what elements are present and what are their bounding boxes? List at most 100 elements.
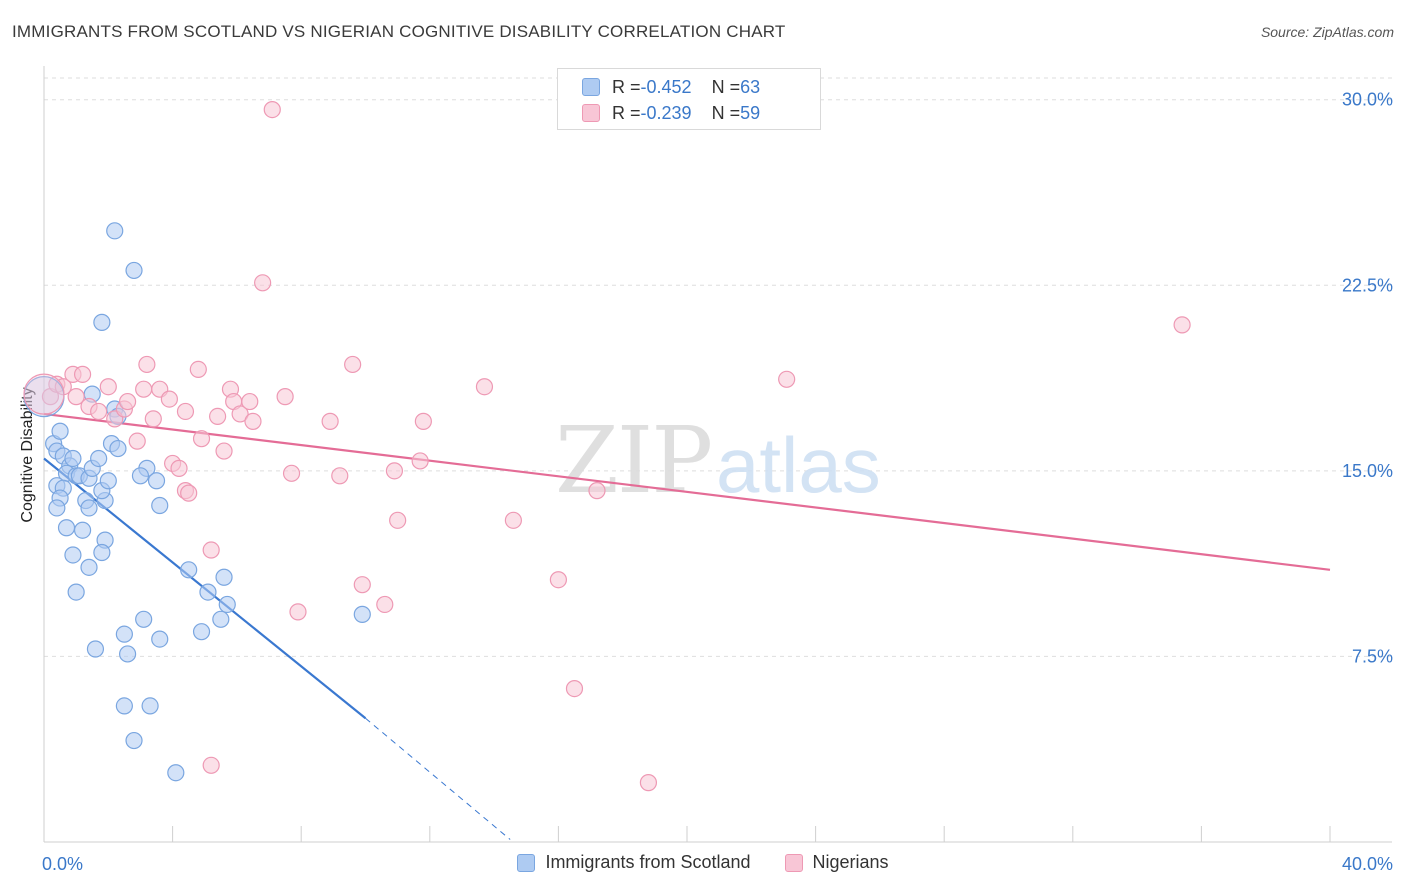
- nigerian-point: [202, 756, 220, 774]
- scotland-point: [64, 449, 82, 468]
- nigerian-point: [160, 390, 178, 408]
- data-points: [23, 100, 1191, 792]
- source-note: Source: ZipAtlas.com: [1260, 24, 1394, 40]
- nigerian-point: [353, 576, 371, 594]
- nigerian-point: [504, 511, 522, 529]
- legend-item-scotland[interactable]: Immigrants from Scotland: [517, 852, 751, 873]
- scotland-point: [131, 467, 150, 485]
- scotland-trendline-extension: [365, 717, 511, 840]
- scotland-point: [67, 583, 85, 601]
- scotland-point: [80, 499, 98, 517]
- nigerian-point: [135, 380, 153, 398]
- nigerian-point: [321, 412, 339, 430]
- n-value: 59: [740, 102, 761, 123]
- watermark-zip: ZIP: [555, 407, 711, 514]
- nigerian-point: [118, 392, 137, 411]
- nigerian-point: [411, 452, 429, 470]
- nigerian-point: [414, 412, 432, 430]
- scotland-point: [147, 472, 166, 490]
- scotland-point: [115, 697, 133, 715]
- scotland-point: [93, 313, 111, 331]
- axes: [43, 66, 1392, 843]
- scotland-point: [86, 640, 105, 658]
- scotland-point: [80, 558, 98, 576]
- legend-label-nigerians: Nigerians: [812, 852, 889, 872]
- n-label: N =: [711, 76, 741, 97]
- nigerian-point: [331, 467, 349, 485]
- nigerian-point: [202, 541, 220, 559]
- x-tick-label: 40.0%: [1342, 854, 1393, 874]
- scotland-point: [167, 764, 185, 782]
- watermark: ZIP atlas: [555, 407, 881, 514]
- scotland-point: [141, 697, 159, 715]
- stats-row-scotland: R = -0.452 N = 63: [582, 74, 760, 100]
- scotland-point: [64, 546, 82, 564]
- grid-lines: [44, 77, 1392, 657]
- legend-label-scotland: Immigrants from Scotland: [545, 852, 751, 872]
- nigerian-point: [67, 388, 85, 406]
- scotland-point: [125, 731, 143, 750]
- nigerian-point: [209, 407, 227, 426]
- nigerian-point: [189, 360, 207, 378]
- r-label: R =: [612, 102, 641, 123]
- y-tick-label: 22.5%: [1342, 275, 1393, 295]
- nigerian-point: [176, 402, 195, 421]
- nigerian-point: [475, 378, 494, 396]
- scotland-point: [192, 623, 211, 641]
- stats-legend-box: R = -0.452 N = 63 R = -0.239 N = 59: [557, 68, 821, 130]
- nigerian-point: [389, 511, 407, 529]
- legend-swatch-nigerians: [582, 104, 600, 122]
- nigerian-point: [376, 595, 394, 614]
- scotland-point: [215, 568, 233, 586]
- watermark-atlas: atlas: [716, 421, 881, 509]
- large-point: [23, 373, 65, 415]
- scotland-point: [90, 449, 108, 468]
- r-value: -0.452: [640, 76, 692, 97]
- scotland-point: [180, 561, 198, 579]
- stats-row-nigerians: R = -0.239 N = 59: [582, 100, 760, 126]
- scotland-point: [57, 519, 76, 537]
- nigerian-point: [128, 432, 146, 450]
- r-value: -0.239: [640, 102, 692, 123]
- nigerian-point: [263, 100, 281, 119]
- nigerian-point: [73, 365, 92, 383]
- nigerian-point: [276, 388, 294, 406]
- legend-swatch-scotland: [582, 78, 600, 96]
- nigerian-point: [180, 484, 198, 502]
- nigerian-point: [192, 430, 211, 448]
- n-label: N =: [711, 102, 741, 123]
- nigerian-point: [254, 274, 272, 292]
- nigerian-point: [231, 405, 249, 423]
- nigerian-point: [778, 370, 796, 388]
- nigerian-point: [344, 355, 362, 374]
- scotland-point: [109, 439, 127, 458]
- nigerian-point: [1173, 316, 1191, 334]
- nigerian-point: [588, 482, 606, 500]
- tick-labels: 7.5% 15.0% 22.5% 30.0% 0.0% 40.0%: [42, 90, 1393, 874]
- legend-item-nigerians[interactable]: Nigerians: [784, 852, 889, 873]
- legend-swatch-scotland: [517, 853, 536, 872]
- nigerian-point: [138, 355, 156, 374]
- scotland-point: [51, 422, 69, 440]
- scotland-point: [125, 261, 143, 280]
- scotland-point: [135, 610, 153, 628]
- nigerian-point: [170, 459, 188, 477]
- r-label: R =: [612, 76, 641, 97]
- scotland-point: [199, 583, 217, 601]
- scotland-point: [118, 645, 137, 663]
- nigerian-point: [244, 412, 262, 430]
- scotland-point: [93, 543, 111, 562]
- nigerian-point: [90, 402, 108, 421]
- scotland-point: [106, 222, 124, 240]
- scotland-point: [151, 496, 169, 515]
- nigerian-point: [549, 571, 568, 589]
- nigerian-point: [565, 679, 584, 698]
- nigerian-point: [99, 378, 117, 396]
- scotland-point: [212, 610, 230, 628]
- scotland-point: [48, 499, 66, 517]
- nigerian-point: [241, 392, 259, 411]
- nigerian-point: [215, 442, 233, 460]
- scotland-point: [99, 472, 117, 490]
- nigerian-point: [385, 462, 404, 480]
